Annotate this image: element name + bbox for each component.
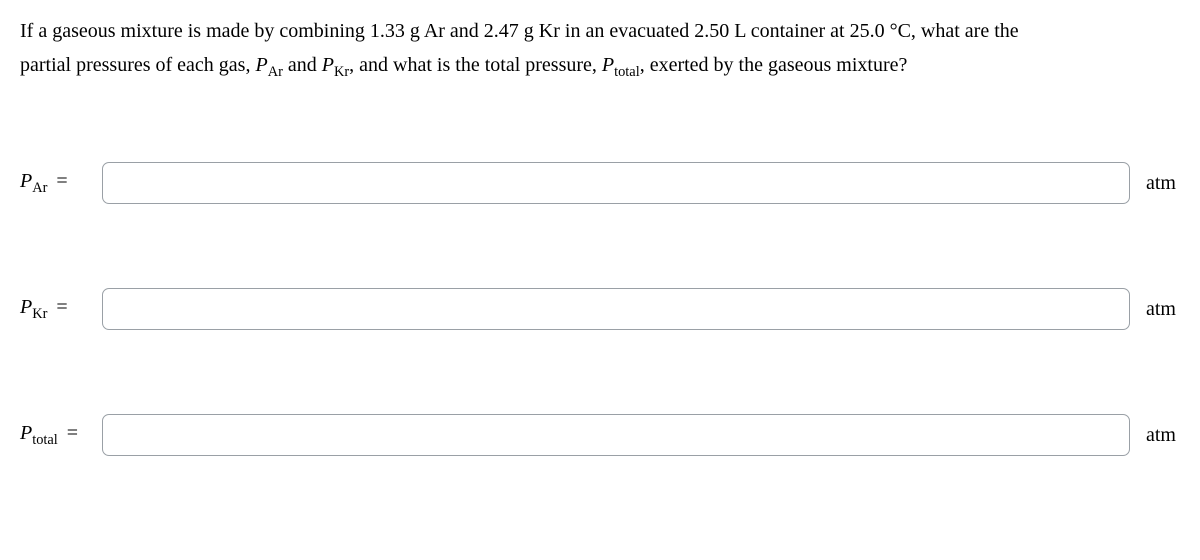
sym-ar: P bbox=[20, 170, 32, 192]
sym-par: P bbox=[255, 54, 267, 76]
sym-ptotal: P bbox=[602, 54, 614, 76]
sub-kr: Kr bbox=[32, 306, 47, 322]
sub-ptotal: total bbox=[614, 64, 640, 80]
sub-par: Ar bbox=[268, 64, 283, 80]
sym-kr: P bbox=[20, 296, 32, 318]
txt-and1: and bbox=[283, 54, 322, 76]
txt-end: , exerted by the gaseous mixture? bbox=[640, 54, 908, 76]
row-p-kr: PKr = atm bbox=[20, 288, 1180, 330]
label-p-kr: PKr = bbox=[20, 296, 92, 323]
unit-ar: atm bbox=[1146, 172, 1180, 195]
unit-tot: atm bbox=[1146, 424, 1180, 447]
sym-pkr: P bbox=[322, 54, 334, 76]
input-p-ar[interactable] bbox=[102, 162, 1130, 204]
eq-ar: = bbox=[56, 170, 67, 192]
sub-ar: Ar bbox=[32, 180, 47, 196]
label-p-ar: PAr = bbox=[20, 170, 92, 197]
eq-kr: = bbox=[56, 296, 67, 318]
unit-kr: atm bbox=[1146, 298, 1180, 321]
row-p-total: Ptotal = atm bbox=[20, 414, 1180, 456]
txt-mid: , and what is the total pressure, bbox=[349, 54, 602, 76]
input-p-kr[interactable] bbox=[102, 288, 1130, 330]
sub-pkr: Kr bbox=[334, 64, 349, 80]
sym-tot: P bbox=[20, 422, 32, 444]
input-p-total[interactable] bbox=[102, 414, 1130, 456]
eq-tot: = bbox=[67, 422, 78, 444]
question-line2a: partial pressures of each gas, bbox=[20, 54, 255, 76]
row-p-ar: PAr = atm bbox=[20, 162, 1180, 204]
label-p-total: Ptotal = bbox=[20, 422, 92, 449]
sub-tot: total bbox=[32, 432, 58, 448]
question-line1: If a gaseous mixture is made by combinin… bbox=[20, 20, 1019, 42]
question-text: If a gaseous mixture is made by combinin… bbox=[20, 14, 1180, 84]
